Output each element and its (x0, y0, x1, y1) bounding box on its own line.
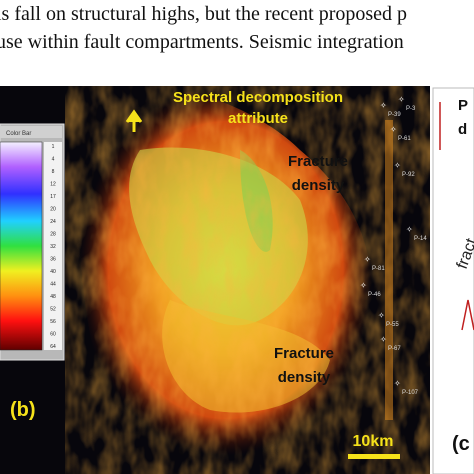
annotation: density (278, 369, 331, 386)
well-marker: ✧ (378, 311, 385, 320)
color-bar-tick: 12 (50, 182, 56, 188)
well-label: P-3 (406, 106, 416, 112)
annotation: Fracture (288, 153, 348, 170)
well-marker: ✧ (380, 335, 387, 344)
tick-column (44, 142, 62, 350)
body-line: ls fall on structural highs, but the rec… (0, 3, 407, 25)
color-bar-tick: 32 (50, 244, 56, 250)
panel-title: attribute (228, 110, 288, 127)
well-marker: ✧ (360, 281, 367, 290)
annotation: Fracture (274, 345, 334, 362)
color-scale (0, 141, 43, 351)
well-label: P-39 (388, 112, 401, 118)
well-marker: ✧ (398, 95, 405, 104)
color-bar-tick: 52 (50, 307, 56, 313)
dialog-title: Color Bar (6, 131, 31, 137)
panel-c-label: (c (452, 433, 470, 455)
scale-bar (348, 454, 400, 459)
well-marker: ✧ (394, 379, 401, 388)
well-label: P-14 (414, 236, 427, 242)
panel-c-curve (439, 102, 474, 331)
well-label: P-81 (372, 266, 385, 272)
body-line: use within fault compartments. Seismic i… (0, 31, 404, 53)
well-label: P-55 (386, 322, 399, 328)
color-bar-tick: 60 (50, 332, 56, 338)
well-marker: ✧ (394, 161, 401, 170)
well-label: P-107 (402, 390, 419, 396)
color-bar-tick: 1 (52, 144, 55, 150)
scale-bar-label: 10km (353, 433, 394, 450)
color-bar-tick: 48 (50, 294, 56, 300)
color-bar-tick: 64 (50, 344, 56, 350)
well-marker: ✧ (380, 101, 387, 110)
north-arrow (125, 109, 143, 132)
annotation: density (292, 177, 345, 194)
panel-title: Spectral decomposition (173, 89, 343, 106)
dialog-titlebar (0, 126, 62, 138)
color-bar-tick: 36 (50, 257, 56, 263)
color-bar-tick: 40 (50, 269, 56, 275)
color-bar-tick: 28 (50, 232, 56, 238)
color-bar-tick: 44 (50, 282, 56, 288)
color-bar-tick: 8 (52, 169, 55, 175)
color-bar-tick: 17 (50, 194, 56, 200)
panel-c-title: d (458, 121, 467, 138)
well-marker: ✧ (364, 255, 371, 264)
color-bar-tick: 24 (50, 219, 56, 225)
panel-c (432, 87, 474, 474)
color-bar-tick: 20 (50, 207, 56, 213)
well-label: P-67 (388, 346, 401, 352)
seismic-map (65, 84, 430, 474)
well-marker: ✧ (406, 225, 413, 234)
panel-c-title: P (458, 97, 468, 114)
well-label: P-61 (398, 136, 411, 142)
color-bar-tick: 4 (52, 157, 55, 163)
panel-label: (b) (10, 399, 36, 421)
well-label: P-46 (368, 292, 381, 298)
wells: ✧P-61✧P-92✧P-39✧P-81✧P-67✧P-107✧P-55✧P-4… (360, 95, 427, 396)
well-label: P-92 (402, 172, 415, 178)
color-bar-tick: 56 (50, 319, 56, 325)
well-marker: ✧ (390, 125, 397, 134)
